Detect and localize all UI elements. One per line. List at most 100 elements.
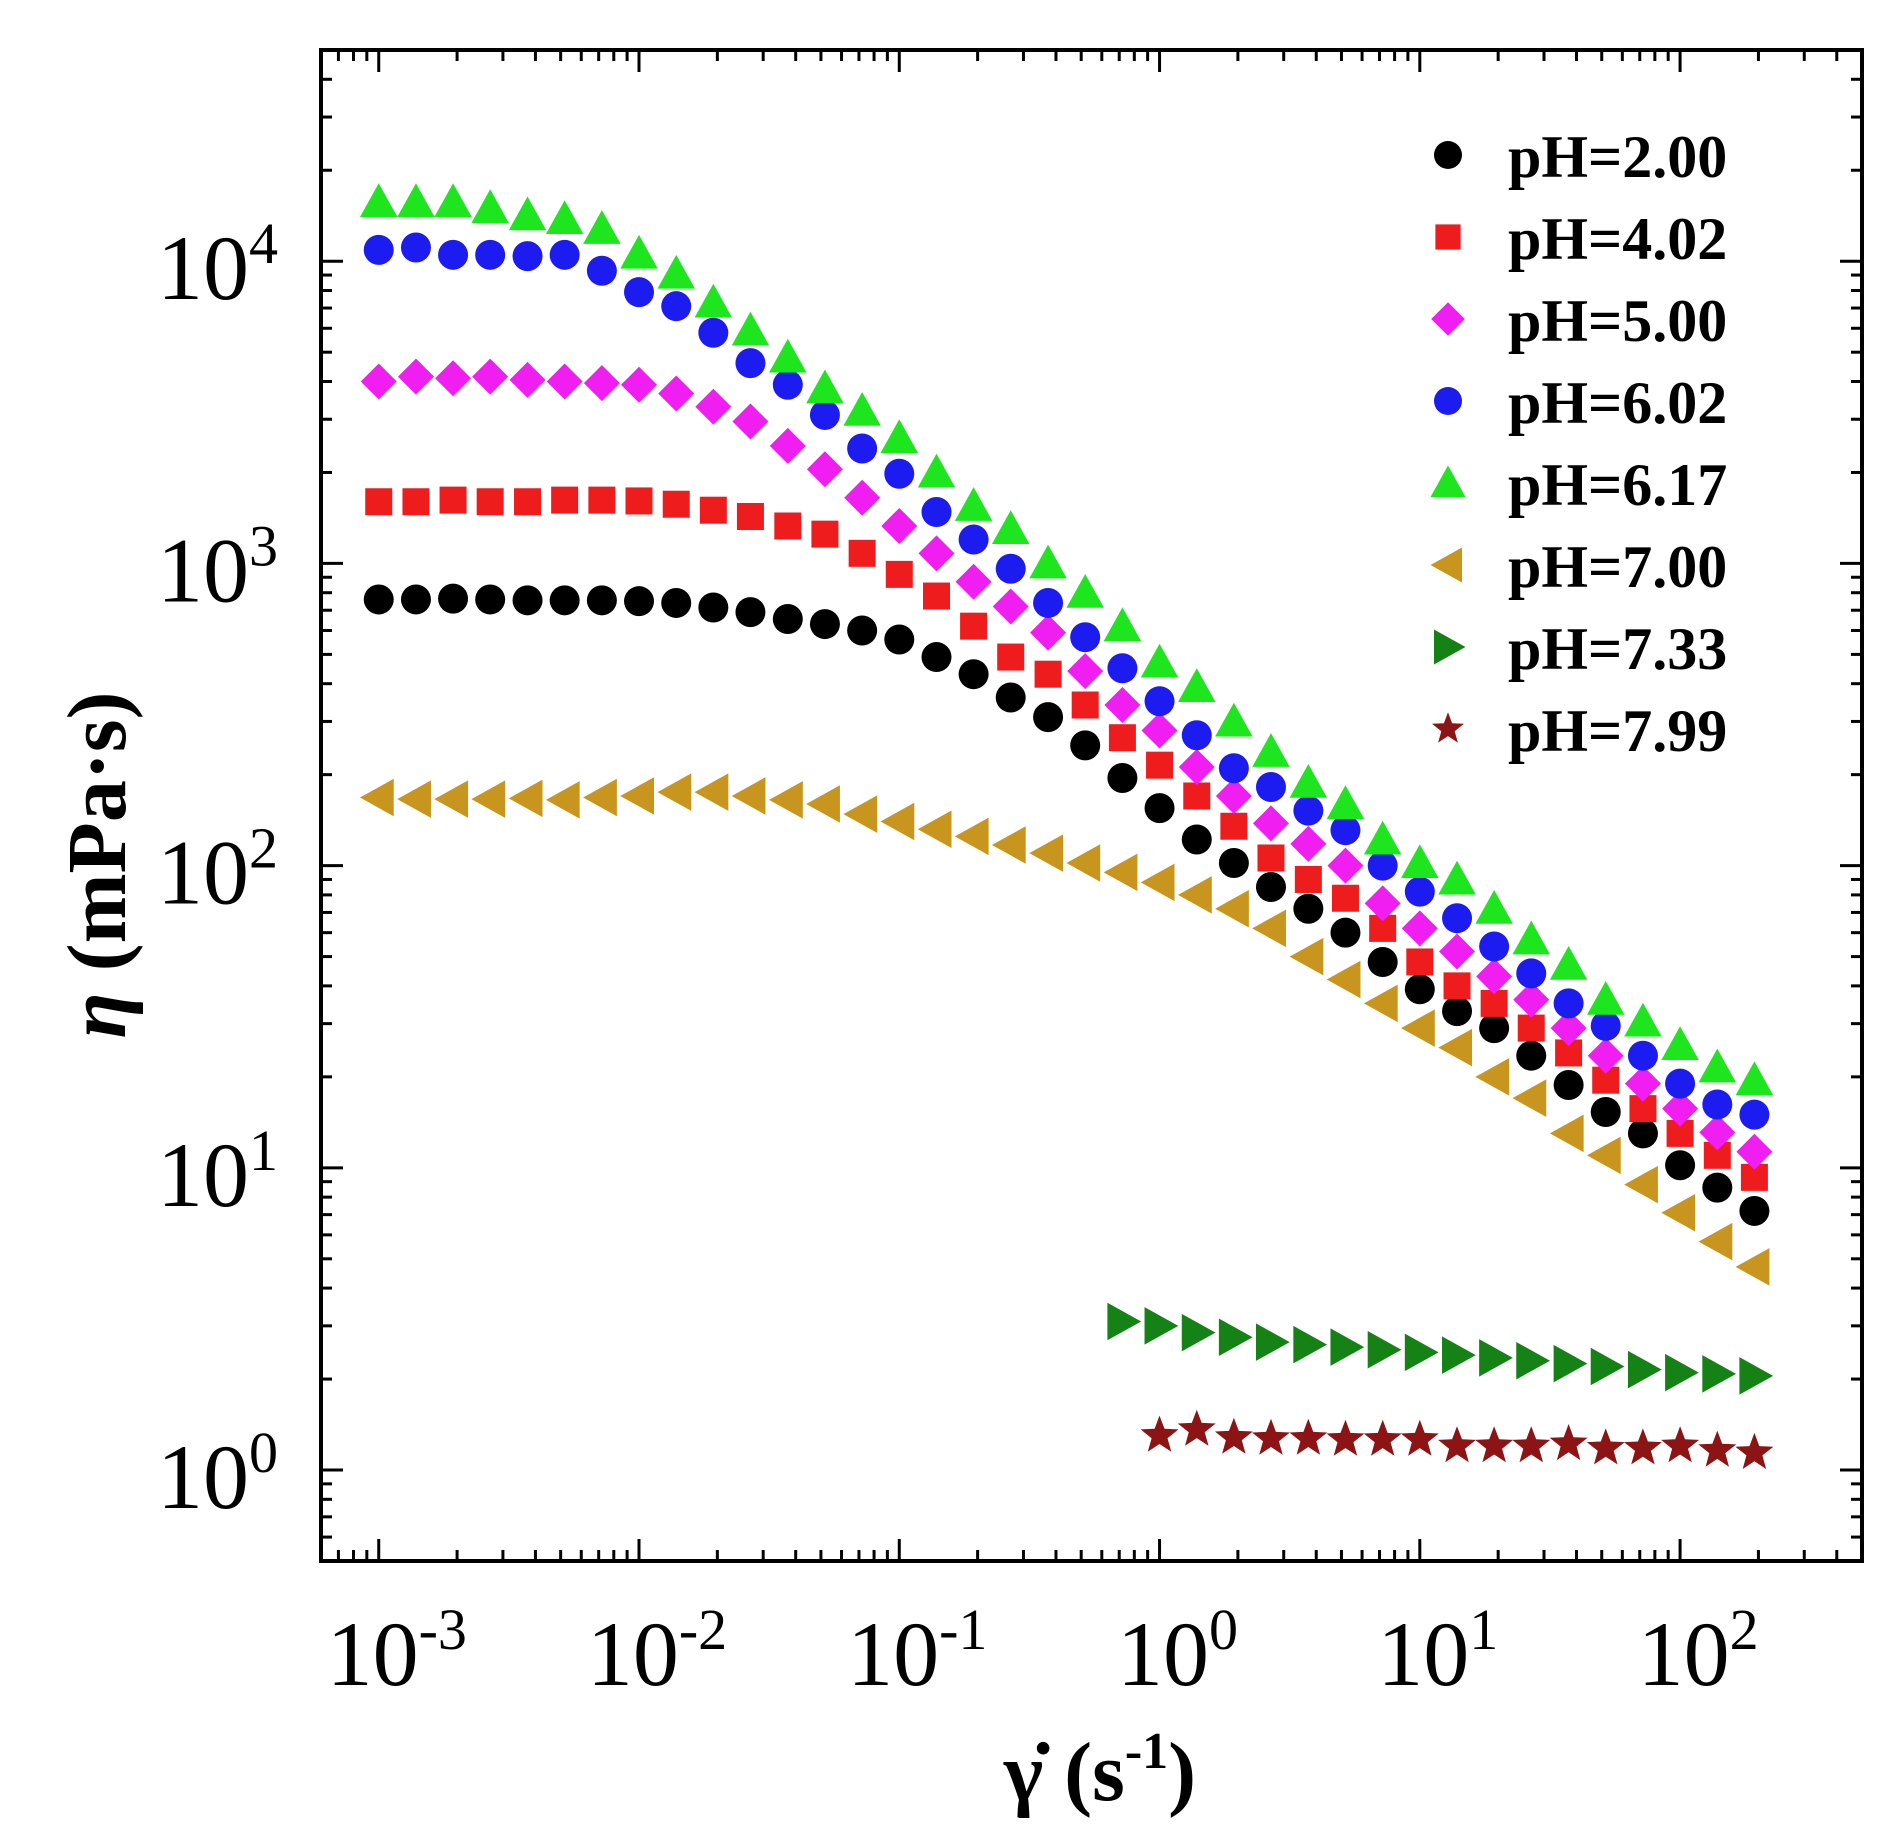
point <box>1432 712 1464 743</box>
point <box>662 490 690 518</box>
point <box>1033 587 1064 618</box>
point <box>806 451 843 488</box>
point <box>1029 544 1067 579</box>
point <box>1550 1010 1587 1047</box>
point <box>434 183 472 218</box>
point <box>955 563 992 600</box>
point <box>1586 1136 1621 1175</box>
point <box>1107 762 1138 793</box>
legend: pH=2.00 pH=4.02 pH=5.00 pH=6.02 pH=6.17 pH=7.… <box>1430 124 1727 764</box>
point <box>400 232 431 263</box>
point <box>699 496 727 524</box>
point <box>1590 1347 1625 1386</box>
point <box>694 773 729 811</box>
point <box>1431 302 1465 336</box>
point <box>359 183 398 218</box>
point <box>1400 1419 1439 1456</box>
point <box>1140 643 1179 678</box>
point <box>1215 777 1252 814</box>
point <box>1177 1409 1216 1446</box>
point <box>1702 1089 1733 1120</box>
legend-label: pH=7.33 <box>1508 616 1727 682</box>
legend-label: pH=7.99 <box>1508 698 1727 764</box>
point <box>1327 847 1364 884</box>
point <box>884 458 915 489</box>
point <box>992 588 1029 625</box>
point <box>1624 1065 1661 1102</box>
legend-entry: pH=7.00 <box>1430 534 1727 600</box>
point <box>621 366 658 403</box>
point <box>1218 1318 1253 1357</box>
point <box>586 255 617 286</box>
point <box>1404 1333 1439 1372</box>
point <box>1330 917 1361 948</box>
point <box>772 369 803 400</box>
legend-entry: pH=7.99 <box>1432 698 1727 764</box>
point <box>1363 1419 1402 1456</box>
point <box>1367 1331 1402 1369</box>
point <box>1735 1061 1774 1096</box>
point <box>439 486 467 514</box>
point <box>1587 1037 1624 1074</box>
point <box>1661 1426 1700 1463</box>
legend-entry: pH=2.00 <box>1434 124 1727 190</box>
point <box>475 584 506 615</box>
point <box>583 365 620 402</box>
point <box>960 612 988 640</box>
point <box>438 583 469 614</box>
point <box>545 200 584 234</box>
point <box>809 609 840 640</box>
point <box>1438 860 1476 895</box>
point <box>472 358 509 395</box>
point <box>1512 1426 1551 1463</box>
point <box>1512 920 1550 955</box>
point <box>881 508 918 545</box>
point <box>1475 1426 1514 1463</box>
point <box>435 360 472 397</box>
point <box>1215 889 1249 928</box>
y-tick-label: 102 <box>157 816 278 924</box>
legend-entry: pH=5.00 <box>1431 288 1727 354</box>
point <box>1140 1415 1179 1452</box>
point <box>1330 815 1361 846</box>
axes <box>319 48 1864 1563</box>
point <box>1252 909 1286 948</box>
point <box>695 388 732 425</box>
point <box>1404 974 1435 1005</box>
point <box>1033 702 1064 733</box>
point <box>1475 889 1513 924</box>
point <box>1367 850 1398 881</box>
point <box>1144 1307 1179 1345</box>
point <box>365 488 393 516</box>
point <box>1181 824 1212 855</box>
point <box>1363 984 1398 1023</box>
point <box>1404 876 1435 907</box>
point <box>1698 1048 1737 1083</box>
point <box>512 241 543 272</box>
point <box>1586 980 1625 1015</box>
x-tick-label: 102 <box>1638 1597 1759 1705</box>
point <box>1181 720 1212 751</box>
point <box>806 369 844 404</box>
point <box>1289 764 1328 798</box>
point <box>1665 1068 1696 1099</box>
point <box>997 643 1025 671</box>
point <box>698 592 729 623</box>
point <box>1107 1302 1142 1341</box>
point <box>1141 712 1178 749</box>
tick-labels: 10-3 10-2 10-1 100 101 102 100 101 102 103 104 <box>157 211 1759 1705</box>
point <box>1364 885 1401 922</box>
point <box>397 780 431 818</box>
point <box>1367 946 1398 977</box>
point <box>1439 933 1476 970</box>
series-ph-7-99 <box>1140 1409 1774 1469</box>
point <box>736 502 764 530</box>
point <box>1476 958 1513 995</box>
point <box>620 777 655 815</box>
point <box>1401 1009 1435 1047</box>
y-tick-label: 104 <box>157 211 278 319</box>
point <box>1181 1313 1216 1352</box>
point <box>809 399 840 430</box>
legend-label: pH=7.00 <box>1508 534 1727 600</box>
series-ph-2-00 <box>363 583 1770 1226</box>
